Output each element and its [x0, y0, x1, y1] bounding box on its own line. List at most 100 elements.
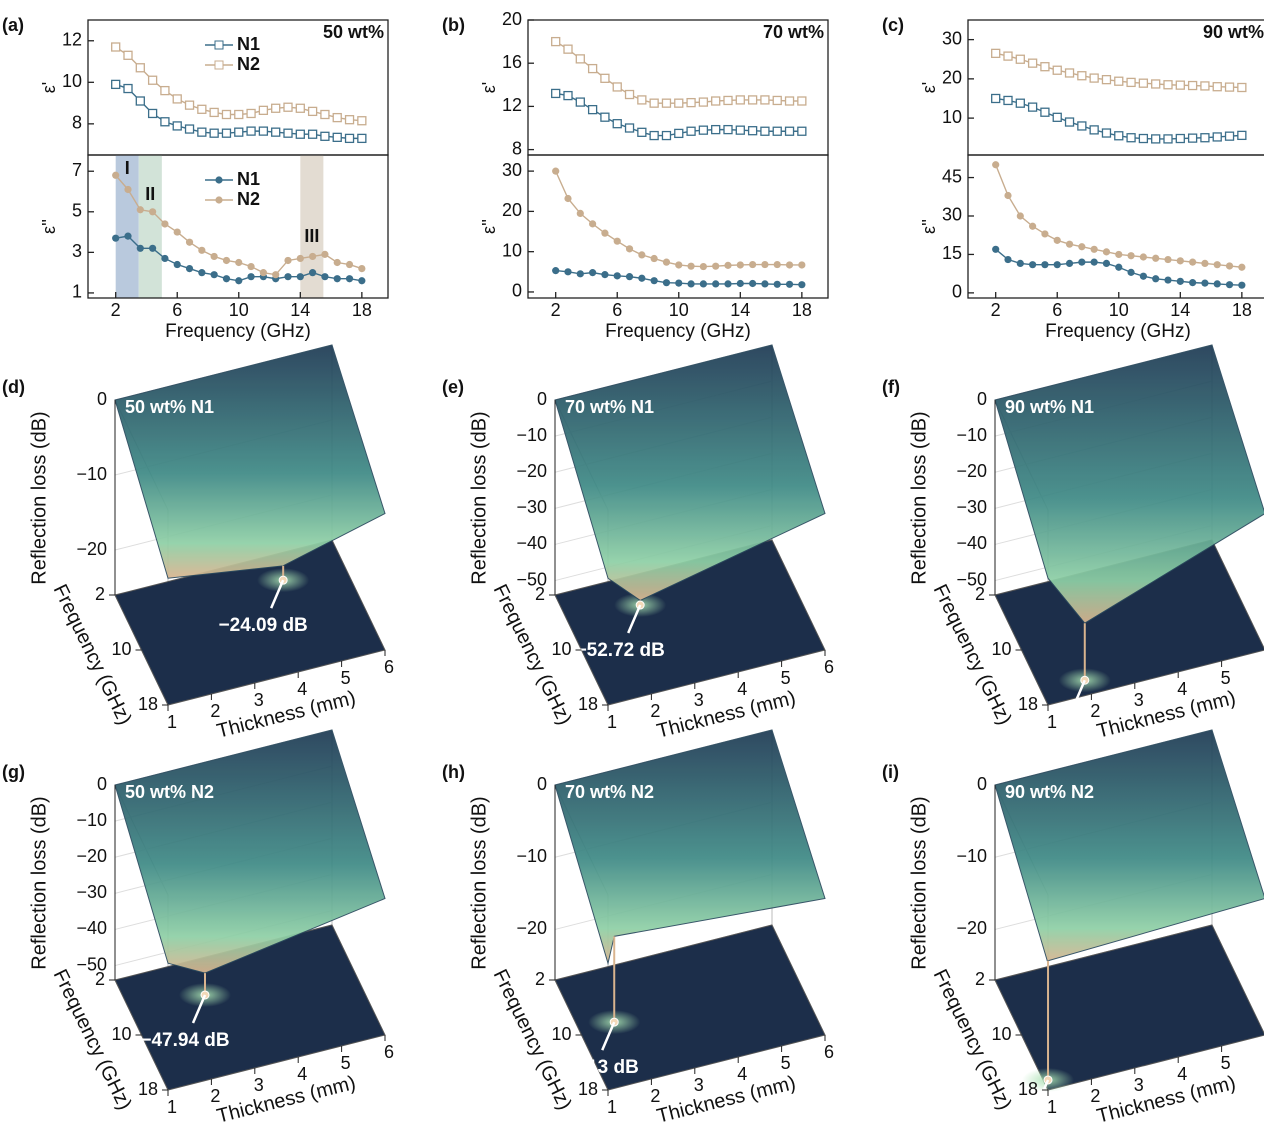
y-tick-label: 12 — [502, 95, 522, 115]
marker — [662, 258, 671, 266]
y-tick-label: 2 — [535, 584, 545, 604]
marker — [587, 104, 598, 115]
marker — [283, 102, 293, 112]
marker — [358, 277, 366, 285]
plot-frame — [967, 154, 1264, 299]
marker — [1053, 236, 1061, 244]
z-tick-label: −10 — [516, 425, 547, 445]
annotation: −47.94 dB — [140, 1030, 229, 1051]
z-tick-label: −20 — [956, 461, 987, 481]
marker — [160, 117, 170, 127]
marker — [1176, 277, 1184, 285]
plot-frame — [527, 154, 829, 299]
marker — [1065, 240, 1074, 248]
legend-label: N1 — [237, 34, 260, 54]
x-tick-label: 3 — [1134, 1075, 1144, 1095]
marker — [613, 237, 621, 245]
marker — [575, 97, 585, 107]
annotation-line — [1071, 679, 1086, 709]
marker — [760, 95, 770, 105]
y-tick-label: 10 — [502, 240, 522, 260]
marker — [1041, 261, 1049, 269]
marker — [749, 279, 757, 288]
marker — [161, 220, 169, 228]
annotation: −38.21 dB — [1020, 715, 1109, 736]
marker — [587, 63, 598, 74]
marker — [1238, 281, 1246, 289]
marker — [357, 116, 367, 126]
marker — [258, 105, 269, 115]
z-axis-label: Reflection loss (dB) — [908, 411, 930, 584]
z-tick-label: −20 — [956, 918, 987, 938]
panel-title: 70 wt% N2 — [565, 782, 654, 802]
x-tick-label: 6 — [1052, 300, 1062, 320]
x-tick-label: 2 — [210, 1086, 220, 1106]
marker — [1016, 212, 1024, 220]
y-tick-label: 1 — [72, 282, 82, 302]
y-axis-label: ε' — [919, 82, 939, 93]
marker — [662, 279, 671, 287]
marker — [1224, 131, 1235, 141]
marker — [357, 133, 367, 144]
y-tick-label: 15 — [942, 243, 962, 263]
marker — [1176, 257, 1184, 265]
marker — [773, 280, 781, 288]
annotation-line — [627, 604, 642, 634]
x-tick-label: 2 — [111, 300, 121, 320]
marker — [1200, 81, 1210, 91]
surface — [994, 344, 1264, 624]
marker — [271, 103, 281, 113]
region-label: III — [304, 226, 319, 246]
panel-label: (e) — [442, 377, 464, 397]
x-tick-label: 5 — [781, 668, 791, 688]
marker — [309, 252, 317, 261]
legend-marker — [214, 40, 224, 50]
panel-label: (f) — [882, 377, 900, 397]
x-tick-label: 2 — [650, 701, 660, 721]
z-tick-label: −10 — [956, 425, 987, 445]
marker — [747, 126, 758, 136]
z-tick-label: −10 — [516, 846, 547, 866]
y-tick-label: 30 — [942, 205, 962, 225]
marker — [1224, 82, 1235, 92]
marker — [1089, 125, 1099, 135]
x-tick-label: 2 — [551, 300, 561, 320]
z-tick-label: −30 — [516, 497, 547, 517]
marker — [185, 264, 194, 273]
marker — [551, 88, 561, 99]
marker — [563, 90, 573, 101]
legend-label: N1 — [237, 169, 260, 189]
marker — [234, 127, 244, 137]
marker — [358, 264, 366, 273]
marker — [333, 275, 341, 283]
marker — [613, 272, 621, 280]
marker — [272, 271, 280, 279]
annotation: −24.09 dB — [219, 615, 308, 636]
marker — [686, 97, 696, 108]
x-tick-label: 2 — [210, 701, 220, 721]
x-tick-label: 5 — [781, 1053, 791, 1073]
x-tick-label: 5 — [1221, 1053, 1231, 1073]
marker — [784, 126, 795, 136]
y-tick-label: 2 — [535, 969, 545, 989]
marker — [198, 269, 206, 277]
y-tick-label: 20 — [942, 68, 962, 88]
y-tick-label: 12 — [62, 30, 82, 50]
marker — [149, 244, 157, 252]
z-tick-label: 0 — [537, 389, 547, 409]
x-tick-label: 18 — [352, 300, 372, 320]
y-tick-label: 10 — [551, 639, 571, 659]
marker — [661, 130, 672, 141]
annotation-line — [1034, 1079, 1050, 1109]
x-tick-label: 6 — [824, 657, 834, 677]
x-tick-label: 18 — [792, 300, 812, 320]
panel-title: 90 wt% N1 — [1005, 397, 1094, 417]
x-tick-label: 14 — [290, 300, 310, 320]
marker — [321, 250, 329, 258]
marker — [1201, 279, 1209, 287]
marker — [625, 245, 634, 253]
y-tick-label: 10 — [551, 1024, 571, 1044]
x-tick-label: 3 — [1134, 690, 1144, 710]
x-tick-label: 4 — [1177, 1064, 1187, 1084]
marker — [687, 280, 695, 288]
